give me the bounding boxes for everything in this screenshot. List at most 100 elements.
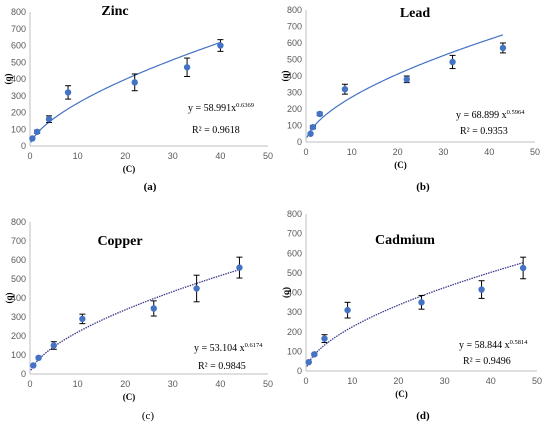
y-tick-label: 300 (11, 91, 26, 101)
y-tick-label: 0 (297, 137, 302, 147)
x-tick-label: 50 (263, 151, 273, 161)
data-point (33, 128, 41, 135)
y-tick-label: 600 (287, 248, 302, 258)
data-point (311, 351, 318, 358)
y-tick-label: 700 (11, 236, 26, 246)
fit-r-squared: R² = 0.9618 (192, 125, 240, 136)
x-tick-label: 20 (393, 147, 403, 157)
x-tick-label: 30 (168, 151, 178, 161)
y-tick-label: 400 (11, 74, 26, 84)
y-tick-label: 200 (287, 327, 302, 337)
data-point (79, 315, 86, 323)
y-tick-label: 200 (287, 104, 302, 114)
x-axis-label: (C) (394, 160, 407, 170)
y-tick-label: 600 (11, 255, 26, 265)
chart-panel-copper: 0 100 200 300 400 500 600 700 800 0 10 20 30 40 50 (C) (… (4, 217, 273, 402)
y-tick-label: 800 (287, 209, 302, 219)
data-point (309, 123, 317, 131)
fit-exponent: 0.5814 (510, 339, 529, 346)
x-tick-label: 10 (73, 379, 83, 389)
y-tick-label: 0 (297, 366, 302, 376)
data-point (344, 306, 351, 314)
fit-equation: y = 58.844 x0.5814 (459, 339, 528, 351)
fit-exponent: 0.5964 (507, 109, 526, 116)
y-tick-label: 700 (287, 22, 302, 32)
x-tick-label: 10 (73, 151, 83, 161)
fit-equation: y = 68.899 x0.5964 (456, 109, 525, 121)
y-axis-label: (q) (281, 287, 291, 298)
data-point (236, 264, 243, 271)
y-tick-label: 500 (287, 55, 302, 65)
chart-title: Copper (97, 234, 142, 249)
y-tick-label: 500 (287, 268, 302, 278)
data-point (150, 305, 157, 312)
x-tick-label: 0 (27, 379, 32, 389)
data-point (64, 89, 72, 96)
y-tick-label: 300 (11, 312, 26, 322)
x-tick-label: 40 (486, 376, 496, 386)
x-tick-label: 0 (303, 376, 308, 386)
y-tick-label: 400 (11, 293, 26, 303)
y-tick-label: 700 (287, 229, 302, 239)
x-tick-label: 40 (484, 147, 494, 157)
data-point (341, 86, 349, 93)
y-tick-label: 400 (287, 71, 302, 81)
data-point (307, 130, 314, 137)
trendline (306, 262, 524, 367)
data-point (478, 286, 485, 293)
x-tick-label: 50 (532, 376, 542, 386)
fit-r-squared: R² = 0.9496 (463, 356, 511, 367)
x-tick-label: 10 (347, 147, 357, 157)
x-tick-label: 20 (120, 151, 130, 161)
x-tick-label: 30 (168, 379, 178, 389)
x-tick-label: 50 (263, 379, 273, 389)
y-tick-label: 400 (287, 288, 302, 298)
chart-title: Lead (400, 6, 431, 21)
panel-sublabel: (d) (416, 410, 430, 422)
trendline (30, 269, 240, 371)
data-point (131, 79, 138, 86)
data-point (29, 135, 36, 142)
y-tick-label: 0 (21, 141, 26, 151)
y-tick-label: 800 (11, 7, 26, 17)
x-tick-label: 20 (393, 376, 403, 386)
fit-equation: y = 58.991x0.6369 (188, 102, 254, 114)
panel-sublabel: (c) (142, 410, 155, 422)
data-point (45, 116, 53, 123)
x-tick-label: 30 (438, 147, 448, 157)
x-axis-label: (C) (123, 392, 136, 402)
fit-exponent: 0.6369 (236, 102, 254, 109)
y-tick-label: 100 (11, 350, 26, 360)
x-tick-label: 40 (215, 151, 225, 161)
x-tick-label: 20 (120, 379, 130, 389)
data-point (183, 64, 191, 71)
data-point (305, 358, 312, 366)
data-point (499, 44, 507, 52)
data-point (321, 335, 328, 342)
y-tick-label: 0 (21, 369, 26, 379)
y-tick-label: 100 (287, 121, 302, 131)
data-point (50, 342, 57, 349)
y-tick-label: 500 (11, 274, 26, 284)
y-tick-label: 200 (11, 331, 26, 341)
fit-equation: y = 53.104 x0.6174 (194, 342, 263, 354)
y-tick-label: 800 (11, 217, 26, 227)
data-point (217, 42, 224, 49)
x-tick-label: 50 (530, 147, 540, 157)
chart-panel-zinc: 0 100 200 300 400 500 600 700 800 0 10 20 30 40 50 (C) (… (3, 4, 273, 174)
trendline (30, 41, 221, 143)
data-point (519, 264, 527, 272)
data-point (418, 299, 425, 306)
y-tick-label: 100 (287, 346, 302, 356)
y-tick-label: 500 (11, 57, 26, 67)
data-point (35, 354, 42, 362)
data-point (449, 58, 456, 66)
x-tick-label: 40 (215, 379, 225, 389)
y-tick-label: 600 (11, 41, 26, 51)
trendline (306, 34, 504, 138)
panel-sublabel: (a) (144, 181, 157, 193)
chart-panel-lead: 0 100 200 300 400 500 600 700 800 0 10 20 30 40 50 (C) (… (280, 5, 540, 170)
y-tick-label: 700 (11, 24, 26, 34)
panel-sublabel: (b) (416, 181, 430, 193)
